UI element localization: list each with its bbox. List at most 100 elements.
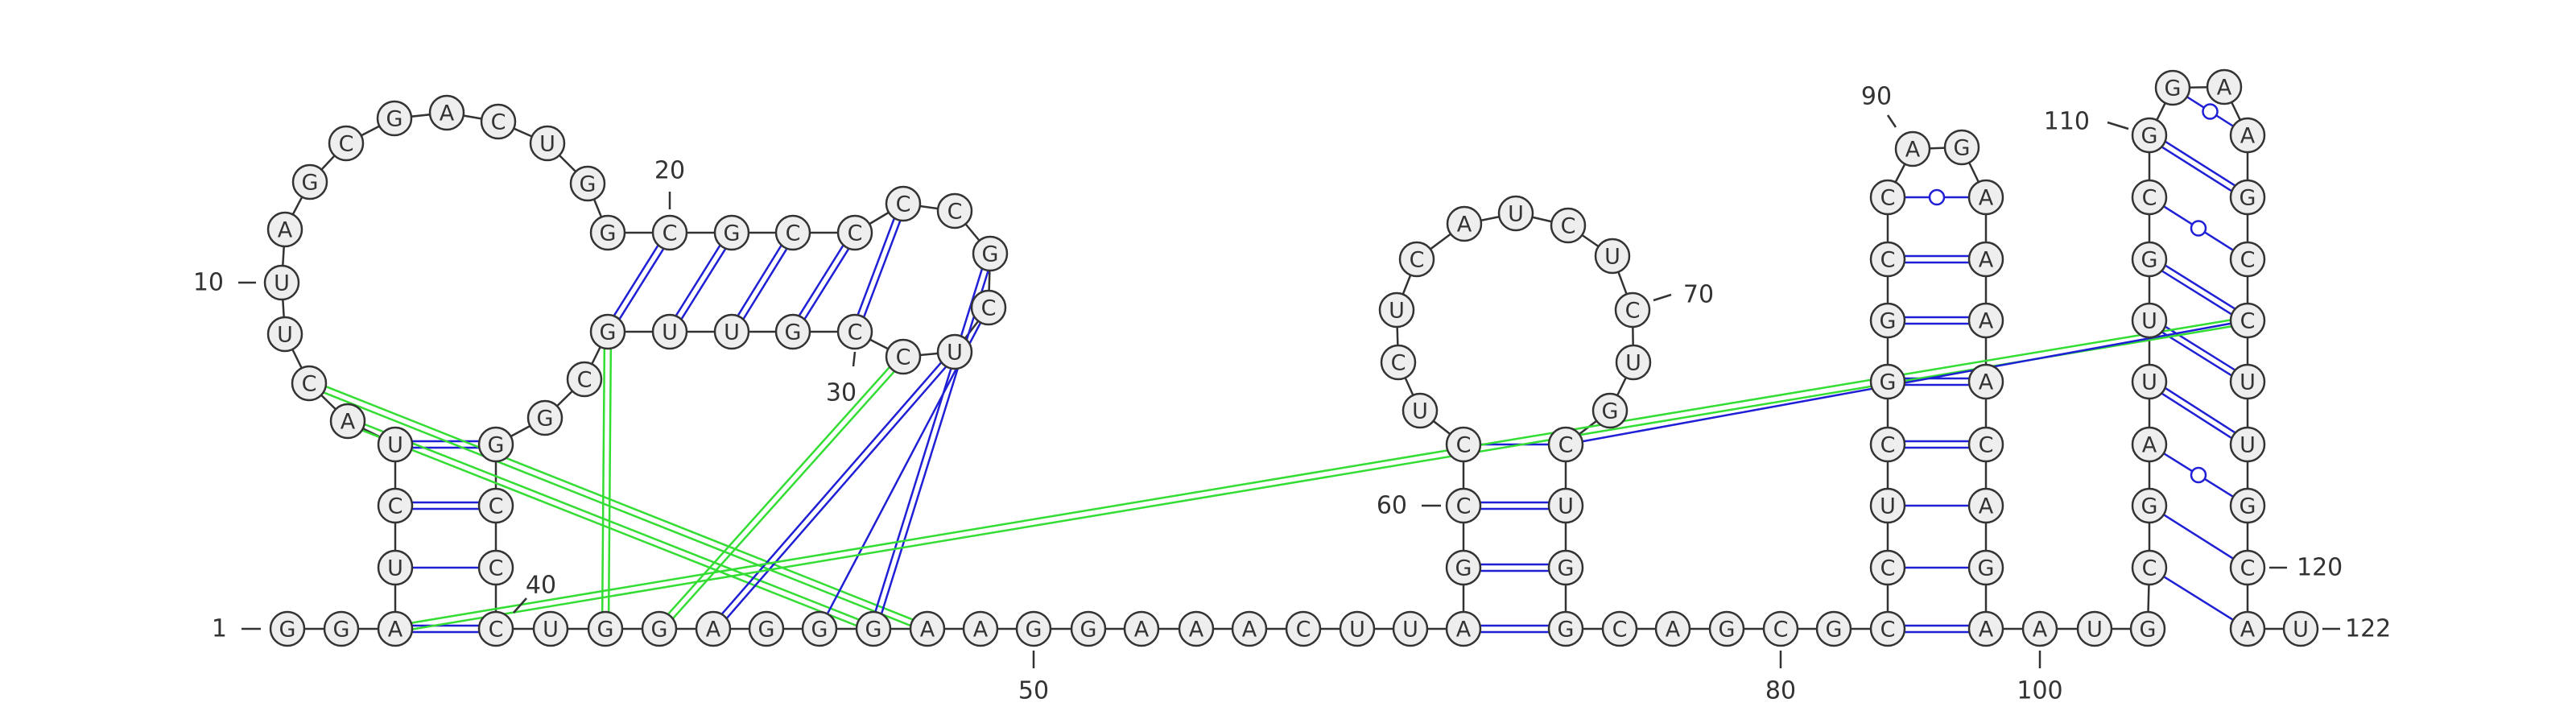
nucleotide-circle <box>885 338 922 375</box>
nucleotide-circle <box>329 403 366 440</box>
nucleotide: U <box>529 125 566 162</box>
nucleotide-circle <box>529 125 566 162</box>
nucleotide-letter: G <box>2141 248 2158 273</box>
nucleotide: U <box>1547 487 1584 524</box>
nucleotide: C <box>1550 207 1587 244</box>
nucleotide-circle <box>1894 130 1931 167</box>
pseudoknot-pair <box>325 385 914 621</box>
nucleotide-letter: A <box>2240 124 2256 149</box>
nucleotide-circle <box>1392 610 1429 647</box>
nucleotide-letter: C <box>896 345 911 370</box>
nucleotide-circle <box>1550 207 1587 244</box>
nucleotide-circle <box>263 264 300 301</box>
numbering-label: 40 <box>526 572 556 600</box>
nucleotide-letter: U <box>387 556 403 581</box>
nucleotide-letter: C <box>1880 186 1896 211</box>
nucleotide: A <box>695 610 732 647</box>
pseudoknot-pair <box>364 423 860 621</box>
nucleotide-circle <box>972 235 1009 272</box>
nucleotide-letter: U <box>1558 494 1574 519</box>
nucleotide-circle <box>1594 238 1631 275</box>
nucleotide: C <box>836 313 873 350</box>
nucleotide-circle <box>1967 241 2004 278</box>
nucleotide: A <box>909 610 946 647</box>
nucleotide-circle <box>477 426 514 463</box>
nucleotide-circle <box>1654 610 1691 647</box>
nucleotide: C <box>1614 291 1651 329</box>
nucleotide-circle <box>376 100 413 137</box>
nucleotide-circle <box>1547 610 1584 647</box>
nucleotide: C <box>885 185 922 222</box>
nucleotide-letter: C <box>1880 248 1896 273</box>
nucleotide-circle <box>1445 549 1482 586</box>
nucleotide-letter: C <box>1880 433 1896 458</box>
nucleotide-letter: G <box>333 618 350 643</box>
nucleotide-circle <box>291 365 328 402</box>
nucleotide-circle <box>713 214 750 251</box>
nucleotide-circle <box>2229 487 2266 524</box>
nucleotide-letter: A <box>2217 76 2232 101</box>
nucleotide-letter: G <box>1954 136 1971 161</box>
nucleotide-letter: A <box>1979 309 1994 334</box>
wobble-pair-marker <box>2190 466 2207 484</box>
nucleotide: U <box>377 549 414 586</box>
nucleotide: A <box>1445 610 1482 647</box>
nucleotide-letter: U <box>1402 618 1418 643</box>
nucleotide: A <box>2206 68 2243 105</box>
nucleotide: C <box>1601 610 1638 647</box>
nucleotide: G <box>1869 363 1906 400</box>
nucleotide: C <box>480 103 517 140</box>
nucleotide-letter: C <box>388 494 403 519</box>
nucleotide: G <box>2154 69 2191 106</box>
nucleotide-circle <box>1869 179 1906 216</box>
nucleotide: G <box>1445 549 1482 586</box>
nucleotide-circle <box>1967 426 2004 463</box>
nucleotide-letter: C <box>489 618 504 643</box>
nucleotide-circle <box>2076 610 2113 647</box>
nucleotide-letter: G <box>2240 186 2256 211</box>
nucleotide-circle <box>2282 610 2319 647</box>
nucleotide-circle <box>936 192 973 229</box>
numbering-tick <box>2107 121 2129 130</box>
nucleotide-letter: U <box>2240 370 2256 395</box>
pseudoknot-pair <box>323 391 911 627</box>
nucleotide-circle <box>748 610 785 647</box>
base-pair <box>613 245 659 316</box>
nucleotide-letter: C <box>786 221 801 246</box>
nucleotide-letter: G <box>1080 618 1097 643</box>
nucleotide: C <box>1967 426 2004 463</box>
nucleotide: C <box>651 214 688 251</box>
nucleotide-letter: G <box>758 618 775 643</box>
nucleotide: A <box>428 94 465 131</box>
nucleotide-letter: A <box>2240 618 2256 643</box>
nucleotide: A <box>2021 610 2058 647</box>
nucleotide-circle <box>328 125 365 162</box>
nucleotide-circle <box>2154 69 2191 106</box>
pseudoknot-pair <box>1582 322 2231 443</box>
nucleotide: G <box>1967 549 2004 586</box>
nucleotide: G <box>1869 302 1906 339</box>
nucleotide-letter: C <box>2240 309 2256 334</box>
nucleotide: G <box>269 610 306 647</box>
nucleotide: U <box>2131 302 2168 339</box>
nucleotide: G <box>774 313 811 350</box>
nucleotide-letter: G <box>1602 399 1619 424</box>
nucleotide-circle <box>695 610 732 647</box>
numbering-label: 30 <box>826 379 857 407</box>
nucleotide: C <box>1869 549 1906 586</box>
nucleotide-letter: C <box>577 368 592 393</box>
nucleotide-letter: U <box>539 132 555 157</box>
nucleotide: A <box>2229 117 2266 154</box>
nucleotide-letter: G <box>2141 124 2158 149</box>
nucleotide-letter: C <box>1391 351 1406 376</box>
nucleotide: G <box>641 610 678 647</box>
nucleotide-letter: U <box>2087 618 2103 643</box>
nucleotide-letter: G <box>1719 618 1736 643</box>
base-pair <box>2161 331 2232 377</box>
nucleotide-letter: A <box>1905 138 1921 163</box>
nucleotide: U <box>532 610 569 647</box>
nucleotide-circle <box>2131 117 2168 154</box>
nucleotide-circle <box>377 610 414 647</box>
nucleotide-letter: G <box>2165 76 2182 101</box>
nucleotide-circle <box>836 214 873 251</box>
